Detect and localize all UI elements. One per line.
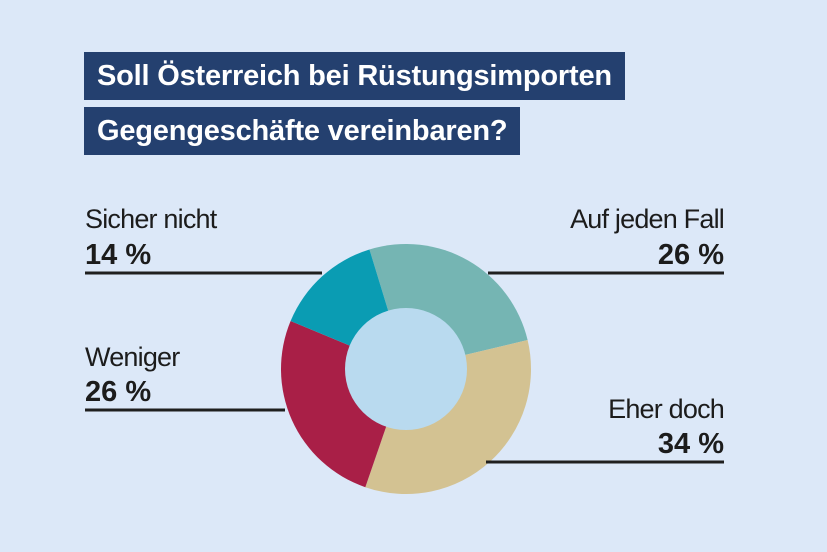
slice-value-eher-doch: 34 % bbox=[658, 428, 724, 460]
label-group-auf-jeden-fall: Auf jeden Fall 26 % bbox=[488, 204, 725, 275]
slice-value-sicher-nicht: 14 % bbox=[85, 239, 151, 271]
slice-label-sicher-nicht: Sicher nicht bbox=[85, 204, 218, 234]
donut-hole bbox=[345, 308, 467, 430]
slice-value-weniger: 26 % bbox=[85, 376, 151, 408]
slice-label-eher-doch: Eher doch bbox=[608, 394, 724, 424]
slice-value-auf-jeden-fall: 26 % bbox=[658, 239, 724, 271]
slice-label-auf-jeden-fall: Auf jeden Fall bbox=[570, 204, 724, 234]
chart-title-line-2: Gegengeschäfte vereinbaren? bbox=[84, 107, 521, 155]
chart-title-line-1: Soll Österreich bei Rüstungsimporten bbox=[84, 52, 625, 100]
slice-label-weniger: Weniger bbox=[85, 342, 180, 372]
label-group-sicher-nicht: Sicher nicht 14 % bbox=[85, 204, 322, 275]
label-group-eher-doch: Eher doch 34 % bbox=[486, 394, 725, 464]
label-group-weniger: Weniger 26 % bbox=[85, 342, 285, 412]
